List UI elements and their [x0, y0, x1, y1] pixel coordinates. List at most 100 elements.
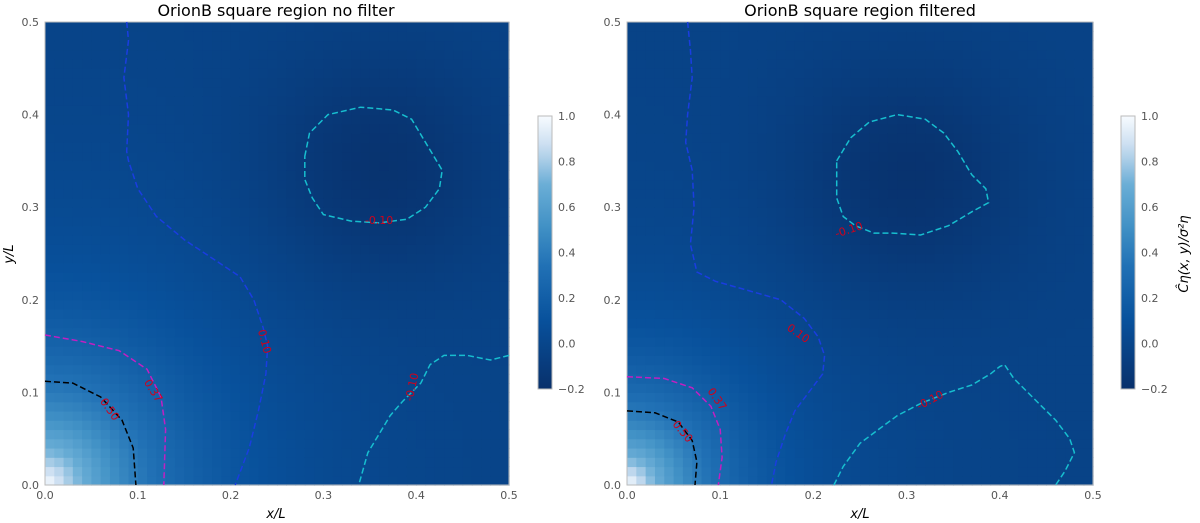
heatmap-cell	[109, 346, 120, 356]
heatmap-cell	[748, 346, 759, 356]
heatmap-cell	[934, 327, 945, 338]
heatmap-cell	[1037, 346, 1047, 356]
heatmap-cell	[137, 86, 148, 97]
heatmap-cell	[1046, 244, 1057, 255]
heatmap-cell	[860, 151, 870, 162]
heatmap-cell	[462, 49, 473, 60]
heatmap-cell	[1065, 383, 1075, 393]
heatmap-cell	[471, 225, 482, 236]
heatmap-cell	[822, 123, 833, 134]
heatmap-cell	[692, 438, 703, 449]
heatmap-cell	[906, 59, 917, 69]
heatmap-cell	[757, 22, 768, 32]
heatmap-cell	[962, 364, 973, 375]
heatmap-cell	[841, 475, 852, 486]
heatmap-cell	[692, 40, 703, 51]
heatmap-cell	[425, 429, 436, 440]
heatmap-cell	[1027, 225, 1038, 236]
heatmap-cell	[147, 272, 157, 282]
heatmap-cell	[91, 355, 102, 366]
heatmap-cell	[981, 216, 992, 227]
heatmap-cell	[323, 188, 334, 199]
heatmap-cell	[822, 31, 833, 42]
heatmap-cell	[785, 160, 796, 171]
heatmap-cell	[720, 151, 731, 162]
heatmap-cell	[804, 290, 814, 301]
heatmap-cell	[785, 401, 796, 412]
heatmap-cell	[1074, 244, 1085, 255]
heatmap-cell	[915, 40, 926, 51]
heatmap-cell	[729, 86, 740, 97]
heatmap-cell	[738, 272, 749, 282]
heatmap-cell	[314, 253, 324, 264]
heatmap-cell	[664, 234, 675, 245]
heatmap-cell	[174, 475, 185, 486]
heatmap-cell	[729, 253, 740, 264]
heatmap-cell	[277, 262, 287, 273]
heatmap-cell	[221, 327, 232, 338]
heatmap-cell	[360, 170, 371, 181]
heatmap-cell	[738, 281, 749, 292]
heatmap-cell	[286, 105, 297, 116]
heatmap-cell	[221, 281, 232, 292]
heatmap-cell	[128, 151, 139, 162]
heatmap-cell	[184, 123, 195, 134]
heatmap-cell	[776, 234, 787, 245]
heatmap-cell	[304, 105, 315, 116]
heatmap-cell	[1055, 40, 1066, 51]
heatmap-cell	[332, 22, 343, 32]
heatmap-cell	[990, 31, 1001, 42]
heatmap-cell	[425, 392, 436, 403]
heatmap-cell	[860, 327, 870, 338]
heatmap-cell	[341, 225, 352, 236]
heatmap-cell	[295, 234, 306, 245]
heatmap-cell	[841, 262, 852, 273]
heatmap-cell	[147, 96, 157, 106]
heatmap-cell	[109, 262, 120, 273]
heatmap-cell	[971, 197, 982, 208]
heatmap-cell	[850, 401, 861, 412]
heatmap-cell	[63, 281, 74, 292]
heatmap-cell	[1018, 364, 1029, 375]
heatmap-cell	[766, 151, 777, 162]
heatmap-cell	[119, 475, 130, 486]
heatmap-cell	[332, 364, 343, 375]
heatmap-cell	[462, 429, 473, 440]
heatmap-cell	[277, 290, 287, 301]
heatmap-cell	[137, 225, 148, 236]
heatmap-cell	[869, 49, 880, 60]
heatmap-cell	[915, 438, 926, 449]
heatmap-cell	[887, 123, 898, 134]
heatmap-cell	[332, 272, 343, 282]
heatmap-cell	[1046, 68, 1057, 79]
heatmap-cell	[776, 346, 787, 356]
heatmap-cell	[841, 96, 852, 106]
heatmap-cell	[850, 438, 861, 449]
heatmap-cell	[654, 170, 665, 181]
heatmap-cell	[295, 410, 306, 421]
heatmap-cell	[128, 447, 139, 458]
heatmap-cell	[785, 244, 796, 255]
heatmap-cell	[953, 253, 964, 264]
heatmap-cell	[193, 438, 204, 449]
heatmap-cell	[748, 475, 759, 486]
heatmap-cell	[766, 22, 777, 32]
heatmap-cell	[388, 392, 399, 403]
heatmap-cell	[351, 392, 362, 403]
heatmap-cell	[925, 420, 936, 431]
heatmap-cell	[738, 364, 749, 375]
heatmap-cell	[490, 318, 501, 329]
heatmap-cell	[813, 262, 824, 273]
heatmap-cell	[682, 253, 693, 264]
heatmap-cell	[654, 438, 665, 449]
heatmap-cell	[277, 123, 287, 134]
heatmap-cell	[91, 151, 102, 162]
heatmap-cell	[230, 253, 241, 264]
heatmap-cell	[100, 142, 111, 153]
heatmap-cell	[416, 105, 427, 116]
heatmap-cell	[165, 86, 176, 97]
heatmap-cell	[379, 197, 389, 208]
heatmap-cell	[314, 336, 324, 347]
heatmap-cell	[636, 318, 647, 329]
heatmap-cell	[841, 133, 852, 143]
